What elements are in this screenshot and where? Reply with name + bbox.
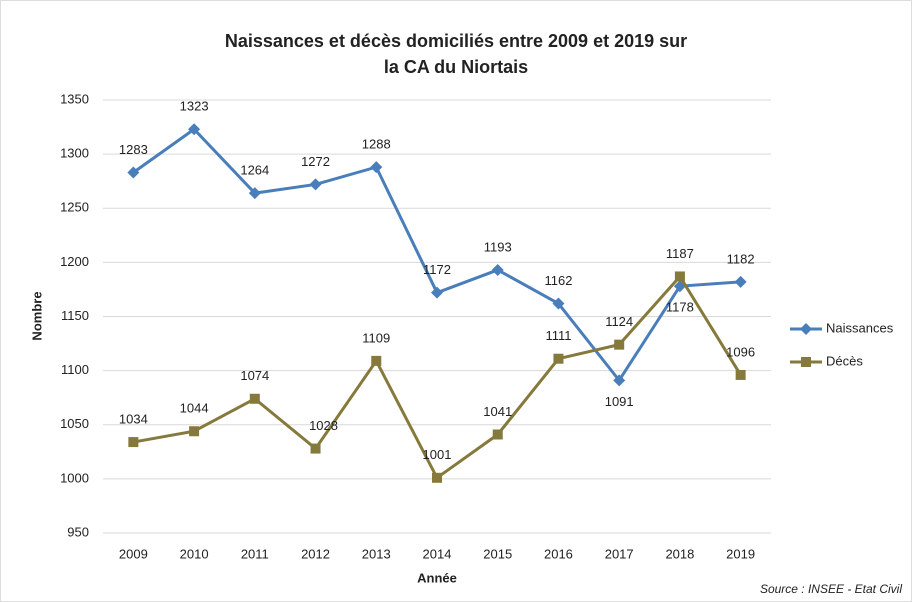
data-point [553, 353, 564, 364]
data-label: 1272 [301, 154, 330, 169]
data-point [674, 271, 685, 282]
y-axis-label: Nombre [29, 291, 44, 340]
y-tick-label: 1200 [60, 254, 89, 269]
x-tick-label: 2010 [180, 546, 209, 561]
data-point [189, 426, 200, 437]
data-point [188, 123, 201, 136]
x-tick-label: 2009 [119, 546, 148, 561]
data-label: 1124 [605, 314, 633, 329]
x-tick-label: 2011 [241, 546, 269, 561]
data-point [128, 437, 139, 448]
x-tick-label: 2015 [483, 546, 512, 561]
y-tick-label: 1300 [60, 146, 89, 161]
data-label: 1193 [484, 239, 512, 254]
data-point [371, 355, 382, 366]
chart-title: Naissances et décès domiciliés entre 200… [225, 31, 687, 51]
y-tick-label: 1050 [60, 416, 89, 431]
data-label: 1182 [727, 251, 755, 266]
data-point [492, 429, 503, 440]
source-note: Source : INSEE - Etat Civil [760, 582, 902, 596]
data-label: 1001 [423, 447, 452, 462]
x-tick-label: 2012 [301, 546, 330, 561]
data-point [249, 393, 260, 404]
x-axis-label: Année [417, 570, 457, 585]
y-tick-label: 1250 [60, 200, 89, 215]
data-label: 1172 [423, 262, 451, 277]
x-tick-label: 2016 [544, 546, 573, 561]
data-point [248, 187, 261, 200]
data-point [431, 286, 443, 299]
x-tick-label: 2013 [362, 546, 391, 561]
data-label: 1041 [483, 404, 512, 419]
data-label: 1178 [666, 300, 694, 315]
data-point [734, 275, 747, 288]
data-label: 1091 [605, 394, 634, 409]
y-tick-label: 950 [67, 524, 89, 539]
x-tick-label: 2017 [605, 546, 634, 561]
data-label: 1074 [240, 368, 269, 383]
data-label: 1096 [726, 344, 755, 359]
data-point [491, 263, 504, 276]
data-label: 1111 [545, 328, 571, 343]
data-point [614, 339, 625, 350]
data-point [310, 443, 321, 454]
data-point [735, 369, 746, 380]
data-point [552, 297, 565, 310]
chart-title: la CA du Niortais [384, 57, 528, 77]
x-tick-label: 2018 [665, 546, 694, 561]
data-label: 1264 [240, 163, 269, 178]
y-tick-label: 1100 [61, 362, 89, 377]
legend-marker [801, 357, 811, 367]
data-point [432, 472, 442, 483]
data-point [127, 166, 140, 179]
legend-label: Décès [826, 353, 863, 368]
y-tick-label: 1000 [60, 470, 89, 485]
data-label: 1288 [362, 137, 391, 152]
data-label: 1028 [309, 418, 338, 433]
data-point [309, 178, 322, 191]
data-label: 1283 [119, 142, 148, 157]
y-tick-label: 1350 [60, 91, 89, 106]
legend-label: Naissances [826, 320, 894, 335]
data-label: 1044 [180, 401, 209, 416]
legend-marker [800, 323, 812, 335]
data-label: 1034 [119, 412, 148, 427]
y-tick-label: 1150 [61, 308, 89, 323]
x-tick-label: 2019 [726, 546, 755, 561]
data-label: 1323 [180, 99, 209, 114]
data-point [370, 161, 383, 174]
data-label: 1162 [544, 273, 572, 288]
x-tick-label: 2014 [423, 546, 452, 561]
data-label: 1187 [666, 246, 694, 261]
data-point [613, 374, 626, 387]
data-label: 1109 [362, 330, 390, 345]
